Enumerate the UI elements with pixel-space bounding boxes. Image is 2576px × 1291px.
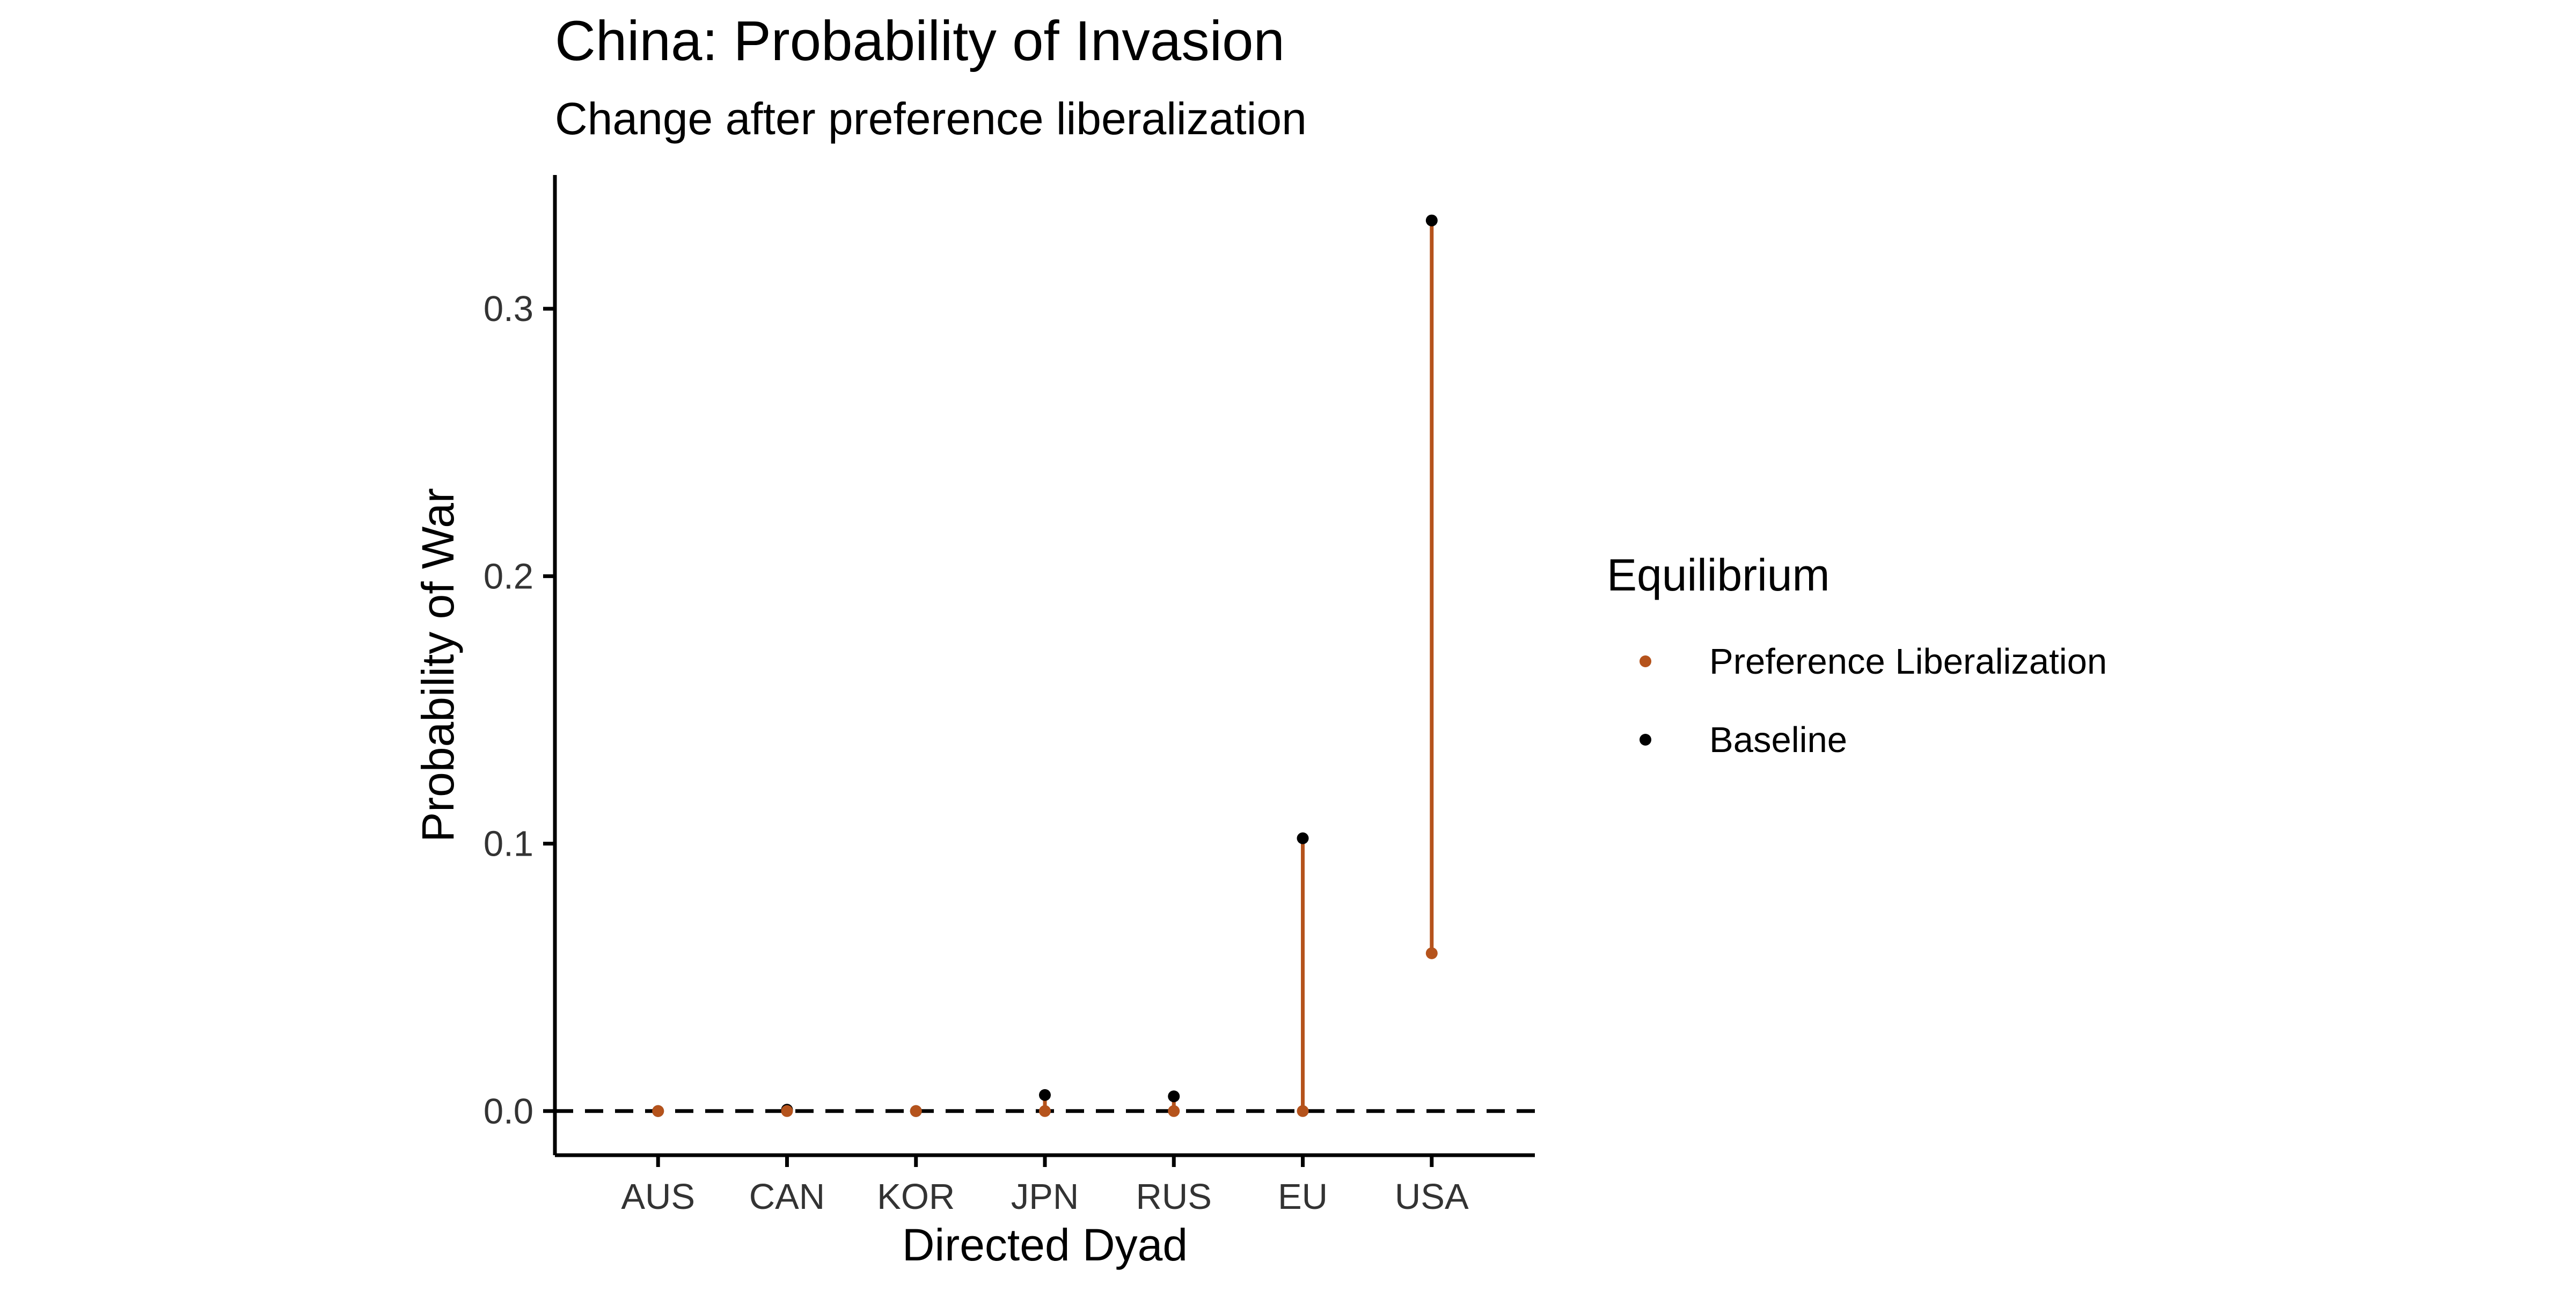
point-baseline-usa bbox=[1425, 214, 1438, 227]
legend-title: Equilibrium bbox=[1607, 550, 1830, 600]
point-preference-liberalization-kor bbox=[910, 1105, 922, 1117]
y-tick-label: 0.3 bbox=[484, 289, 533, 329]
x-tick-label: CAN bbox=[749, 1177, 825, 1217]
legend-key-preference-liberalization bbox=[1640, 655, 1651, 667]
x-axis-label: Directed Dyad bbox=[902, 1220, 1188, 1270]
point-preference-liberalization-usa bbox=[1425, 947, 1438, 959]
x-tick-label: KOR bbox=[877, 1177, 955, 1217]
point-preference-liberalization-eu bbox=[1297, 1105, 1309, 1117]
point-preference-liberalization-can bbox=[781, 1105, 793, 1117]
point-baseline-rus bbox=[1168, 1090, 1180, 1103]
x-tick-label: RUS bbox=[1136, 1177, 1212, 1217]
x-tick-label: JPN bbox=[1011, 1177, 1079, 1217]
point-preference-liberalization-jpn bbox=[1039, 1105, 1051, 1117]
x-tick-label: EU bbox=[1278, 1177, 1328, 1217]
legend-key-baseline bbox=[1640, 734, 1651, 746]
point-baseline-eu bbox=[1297, 832, 1309, 844]
legend-label-preference-liberalization: Preference Liberalization bbox=[1709, 641, 2107, 682]
legend-label-baseline: Baseline bbox=[1709, 720, 1847, 760]
y-axis-label: Probability of War bbox=[413, 488, 463, 842]
y-tick-label: 0.1 bbox=[484, 824, 533, 864]
chart-title: China: Probability of Invasion bbox=[555, 10, 1285, 72]
y-tick-label: 0.0 bbox=[484, 1091, 533, 1132]
x-tick-label: USA bbox=[1395, 1177, 1469, 1217]
chart-subtitle: Change after preference liberalization bbox=[555, 93, 1307, 144]
y-tick-label: 0.2 bbox=[484, 556, 533, 596]
point-baseline-jpn bbox=[1039, 1089, 1051, 1101]
plot-area bbox=[555, 214, 1535, 1117]
point-preference-liberalization-rus bbox=[1168, 1105, 1180, 1117]
point-preference-liberalization-aus bbox=[652, 1105, 664, 1117]
legend: Equilibrium Preference Liberalization Ba… bbox=[1607, 550, 2107, 760]
x-tick-label: AUS bbox=[621, 1177, 695, 1217]
